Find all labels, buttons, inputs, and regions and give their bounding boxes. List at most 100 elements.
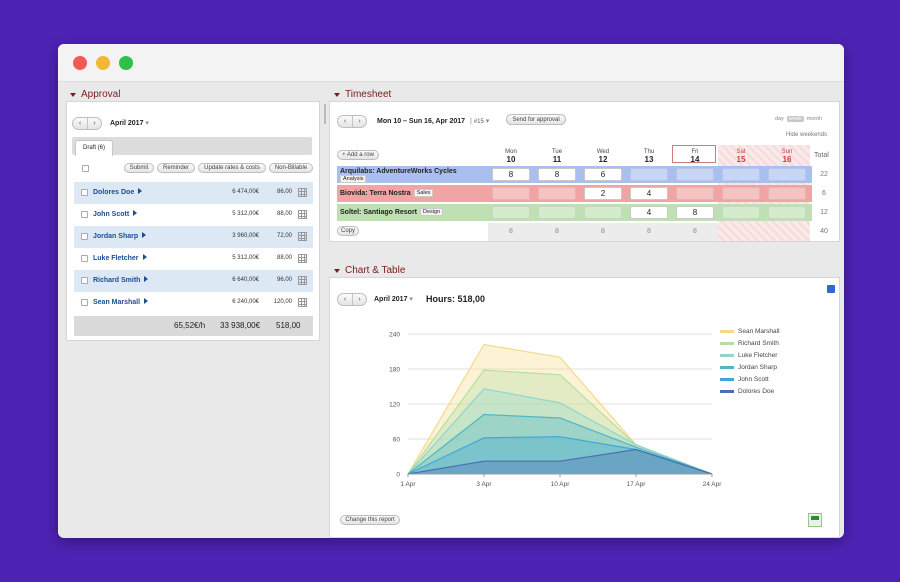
week-nav[interactable]: ‹ › [337,115,367,128]
employee-name[interactable]: Luke Fletcher [93,255,139,262]
hours-cell[interactable] [492,187,530,200]
zoom-window-button[interactable] [119,56,133,70]
timesheet-grid-icon[interactable] [298,232,307,241]
expand-chart-icon[interactable] [827,285,835,293]
task-tag: Analysis [340,175,367,183]
chart-section-title[interactable]: Chart & Table [334,265,405,276]
close-window-button[interactable] [73,56,87,70]
tab-draft[interactable]: Draft (6) [75,140,113,156]
legend-item[interactable]: Jordan Sharp [720,364,777,371]
hide-weekends-link[interactable]: Hide weekends [786,132,828,138]
update-rates-button[interactable]: Update rates & costs [198,163,266,173]
timesheet-grid-icon[interactable] [298,298,307,307]
copy-button[interactable]: Copy [337,226,359,236]
hours-cell[interactable] [722,187,760,200]
y-tick-label: 0 [396,472,400,479]
add-row-button[interactable]: + Add a row [337,150,379,160]
employee-name[interactable]: Dolores Doe [93,189,135,196]
hours-cell[interactable]: 8 [492,168,530,181]
timesheet-grid-icon[interactable] [298,188,307,197]
row-checkbox[interactable] [81,211,88,218]
employee-name[interactable]: John Scott [93,211,130,218]
approval-row[interactable]: Jordan Sharp 3 960,00€ 72,00 [74,226,313,248]
timesheet-grid-icon[interactable] [298,210,307,219]
chart-series [407,343,713,475]
prev-week-button[interactable]: ‹ [343,118,347,125]
hours-cell[interactable]: 8 [676,206,714,219]
hours-cell[interactable]: 4 [630,206,668,219]
legend-item[interactable]: John Scott [720,376,769,383]
employee-name[interactable]: Richard Smith [93,277,141,284]
prev-month-button[interactable]: ‹ [78,120,82,127]
hours-cell[interactable] [630,168,668,181]
row-checkbox[interactable] [81,233,88,240]
chart-month-select[interactable]: April 2017 ▾ [374,296,413,303]
approval-row[interactable]: John Scott 5 312,00€ 88,00 [74,204,313,226]
send-for-approval-button[interactable]: Send for approval [506,114,566,125]
hours-cell[interactable] [538,187,576,200]
splitter-handle[interactable] [324,104,326,124]
view-day[interactable]: day [775,116,784,122]
hours-cell[interactable]: 4 [630,187,668,200]
prev-month-button[interactable]: ‹ [343,296,347,303]
employee-name[interactable]: Jordan Sharp [93,233,139,240]
hours-cell[interactable] [538,206,576,219]
next-month-button[interactable]: › [87,118,101,129]
chart-month-nav[interactable]: ‹ › [337,293,367,306]
non-billable-button[interactable]: Non-Billable [269,163,313,173]
next-month-button[interactable]: › [352,294,366,305]
expand-arrow-icon[interactable] [138,188,143,194]
legend-item[interactable]: Richard Smith [720,340,779,347]
legend-item[interactable]: Luke Fletcher [720,352,777,359]
hours-cell[interactable] [768,187,806,200]
row-checkbox[interactable] [81,299,88,306]
approval-month-select[interactable]: April 2017 ▾ [110,120,149,127]
view-week[interactable]: week [786,116,804,122]
hours-cell[interactable] [676,187,714,200]
approval-section-title[interactable]: Approval [70,89,120,100]
hours-cell[interactable]: 2 [584,187,622,200]
expand-arrow-icon[interactable] [144,298,149,304]
expand-arrow-icon[interactable] [144,276,149,282]
row-checkbox[interactable] [81,255,88,262]
approval-footer: 65,52€/h 33 938,00€ 518,00 [74,316,313,336]
approval-panel: ‹ › April 2017 ▾ Draft (6) Submit Remind… [66,101,320,341]
hours-cell[interactable] [722,206,760,219]
select-all-checkbox[interactable] [82,165,89,172]
reminder-button[interactable]: Reminder [157,163,195,173]
row-hours: 88,00 [276,211,292,217]
hours-cell[interactable] [492,206,530,219]
legend-item[interactable]: Dolores Doe [720,388,774,395]
expand-arrow-icon[interactable] [133,210,138,216]
week-range: Mon 10 – Sun 16, Apr 2017 | #15 ▾ [377,118,490,125]
change-report-button[interactable]: Change this report [340,515,400,525]
hours-cell[interactable]: 6 [584,168,622,181]
employee-name[interactable]: Sean Marshall [93,299,141,306]
approval-row[interactable]: Richard Smith 6 640,00€ 96,00 [74,270,313,292]
expand-arrow-icon[interactable] [142,254,147,260]
timesheet-grid-icon[interactable] [298,254,307,263]
minimize-window-button[interactable] [96,56,110,70]
hours-cell[interactable] [676,168,714,181]
series-line [407,448,713,475]
hours-cell[interactable] [768,206,806,219]
submit-button[interactable]: Submit [124,163,154,173]
expand-arrow-icon[interactable] [142,232,147,238]
approval-row[interactable]: Dolores Doe 6 474,00€ 86,00 [74,182,313,204]
timesheet-section-title[interactable]: Timesheet [334,89,391,100]
month-nav[interactable]: ‹ › [72,117,102,130]
row-checkbox[interactable] [81,189,88,196]
hours-cell[interactable] [768,168,806,181]
view-month[interactable]: month [806,116,823,122]
hours-cell[interactable]: 8 [538,168,576,181]
hours-cell[interactable] [722,168,760,181]
hours-cell[interactable] [584,206,622,219]
row-checkbox[interactable] [81,277,88,284]
approval-row[interactable]: Sean Marshall 6 240,00€ 120,00 [74,292,313,314]
excel-export-icon[interactable] [808,513,822,527]
next-week-button[interactable]: › [352,116,366,127]
timesheet-grid-icon[interactable] [298,276,307,285]
approval-row[interactable]: Luke Fletcher 5 312,00€ 88,00 [74,248,313,270]
legend-item[interactable]: Sean Marshall [720,328,780,335]
row-total: 12 [820,209,828,216]
